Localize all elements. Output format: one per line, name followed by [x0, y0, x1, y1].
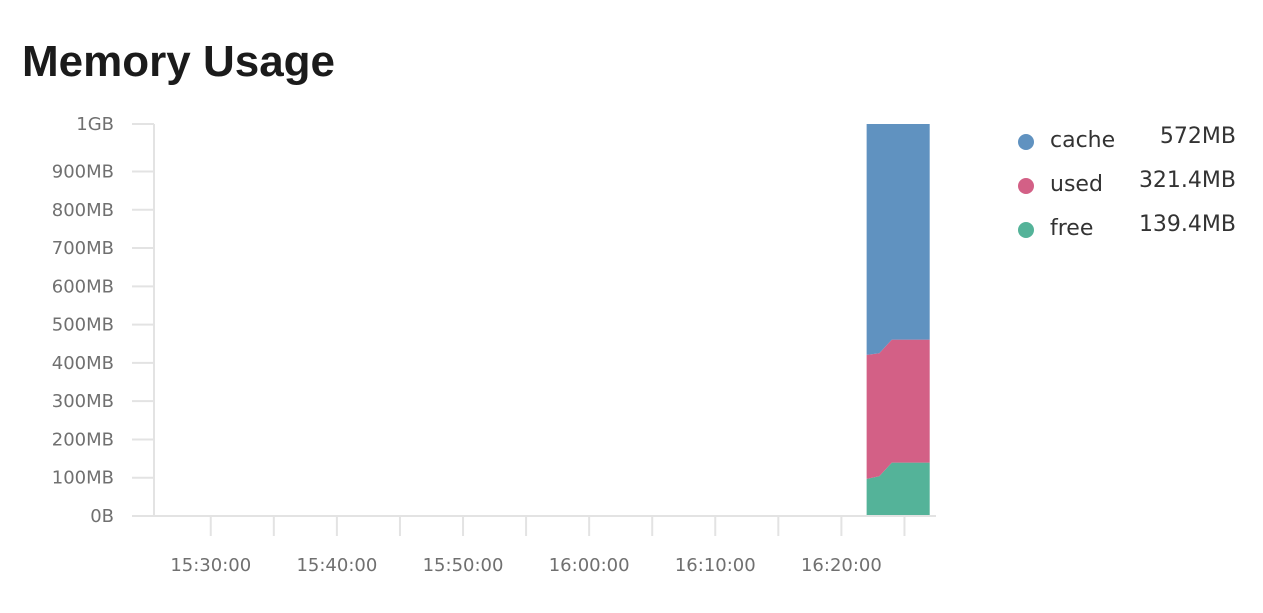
y-tick-label: 600MB [52, 276, 114, 297]
y-tick-label: 500MB [52, 315, 114, 336]
y-tick-label: 200MB [52, 429, 114, 450]
chart-title: Memory Usage [22, 37, 336, 86]
legend-dot-icon [1018, 134, 1034, 150]
y-tick-label: 0B [90, 506, 114, 527]
y-tick-label: 800MB [52, 200, 114, 221]
y-tick-label: 700MB [52, 238, 114, 259]
legend-label: free [1050, 216, 1094, 241]
y-tick-label: 300MB [52, 391, 114, 412]
series-areas [866, 124, 930, 516]
x-axis-labels: 15:30:00 15:40:00 15:50:00 16:00:00 16:10:00… [170, 555, 881, 576]
x-tick-label: 15:30:00 [170, 555, 251, 576]
x-tick-label: 15:50:00 [423, 555, 504, 576]
y-tick-label: 100MB [52, 468, 114, 489]
y-tick-label: 900MB [52, 161, 114, 182]
series-area-used [866, 339, 930, 479]
series-area-cache [866, 124, 930, 355]
x-tick-label: 16:10:00 [675, 555, 756, 576]
legend-item-used[interactable]: used 321.4MB [1016, 168, 1236, 198]
legend-label: used [1050, 172, 1103, 197]
legend-value: 572MB [1159, 124, 1236, 149]
legend-dot-icon [1018, 178, 1034, 194]
legend-dot-icon [1018, 222, 1034, 238]
axes [132, 123, 936, 536]
legend-label: cache [1050, 128, 1116, 153]
y-axis-labels: 0B 100MB 200MB 300MB 400MB 500MB 600MB 700MB 800… [52, 114, 114, 527]
legend-value: 321.4MB [1138, 168, 1236, 193]
y-tick-label: 400MB [52, 353, 114, 374]
x-tick-label: 16:20:00 [801, 555, 882, 576]
y-tick-label: 1GB [76, 114, 114, 135]
legend-item-cache[interactable]: cache 572MB [1016, 124, 1236, 154]
series-area-free [866, 462, 930, 516]
x-tick-label: 15:40:00 [296, 555, 377, 576]
x-tick-label: 16:00:00 [549, 555, 630, 576]
legend-value: 139.4MB [1138, 212, 1236, 237]
legend-item-free[interactable]: free 139.4MB [1016, 212, 1236, 242]
